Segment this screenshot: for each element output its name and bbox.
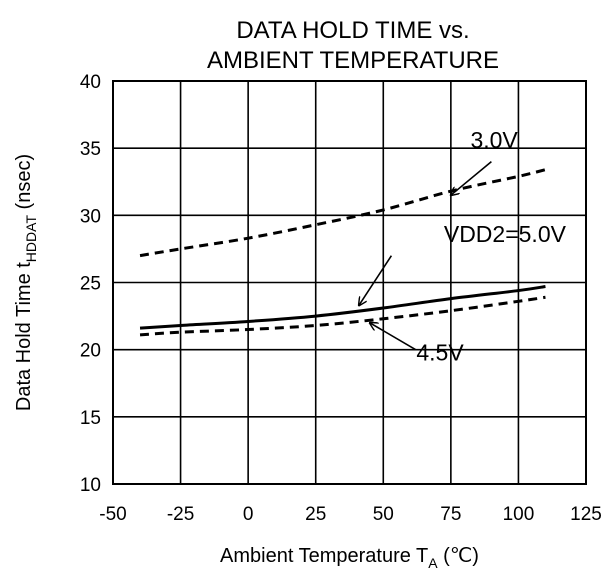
- tick-labels: -50 -25 0 25 50 75 100 125 10 15 20 25 30 35 40: [80, 72, 602, 525]
- chart-title-line-2: AMBIENT TEMPERATURE: [207, 47, 499, 74]
- x-tick-label: 50: [373, 504, 394, 525]
- x-axis-label: Ambient Temperature TA (℃): [220, 545, 479, 571]
- y-tick-label: 15: [80, 408, 101, 429]
- x-axis-title-subscript: A: [428, 555, 438, 571]
- x-tick-label: 100: [503, 504, 535, 525]
- annotation-arrow-3-0v: [451, 160, 492, 196]
- y-axis-title-main: Data Hold Time t: [13, 262, 35, 411]
- x-tick-label: 75: [440, 504, 461, 525]
- y-axis-title-unit: (nsec): [13, 154, 35, 215]
- y-axis-label: Data Hold Time tHDDAT (nsec): [13, 154, 39, 411]
- x-axis-title-unit: (℃): [438, 545, 479, 567]
- chart-title: DATA HOLD TIME vs. AMBIENT TEMPERATURE: [207, 17, 499, 74]
- series-line-3-0v: [139, 168, 546, 258]
- x-axis-title: Ambient Temperature TA (℃): [220, 545, 479, 571]
- y-tick-label: 20: [80, 341, 101, 362]
- annotation-label-vdd2-5-0v: VDD2=5.0V: [444, 221, 567, 247]
- x-tick-label: -25: [167, 504, 194, 525]
- y-axis-title: Data Hold Time tHDDAT (nsec): [13, 154, 39, 411]
- y-tick-label: 40: [80, 72, 101, 93]
- x-tick-label: 125: [570, 504, 602, 525]
- y-tick-label: 35: [80, 139, 101, 160]
- x-tick-label: -50: [99, 504, 126, 525]
- y-tick-label: 10: [80, 475, 101, 496]
- series-line-4-5v: [139, 295, 546, 337]
- annotation-label-4-5v: 4.5V: [416, 339, 464, 365]
- plot-frame: [112, 80, 587, 485]
- grid: [112, 80, 587, 485]
- annotation-arrow-vdd2-5-0v: [359, 255, 393, 306]
- y-tick-label: 25: [80, 274, 101, 295]
- x-axis-title-main: Ambient Temperature T: [220, 545, 428, 567]
- annotation-label-3-0v: 3.0V: [470, 127, 518, 153]
- annotations: 3.0V VDD2=5.0V 4.5V: [359, 127, 567, 365]
- series-line-vdd2-5-0v: [139, 285, 546, 330]
- annotation-arrow-4-5v: [370, 323, 417, 351]
- x-tick-label: 0: [243, 504, 254, 525]
- x-tick-label: 25: [305, 504, 326, 525]
- y-tick-label: 30: [80, 206, 101, 227]
- chart-title-line-1: DATA HOLD TIME vs.: [236, 17, 469, 44]
- y-axis-title-subscript: HDDAT: [23, 215, 39, 263]
- plot-series: [139, 168, 546, 337]
